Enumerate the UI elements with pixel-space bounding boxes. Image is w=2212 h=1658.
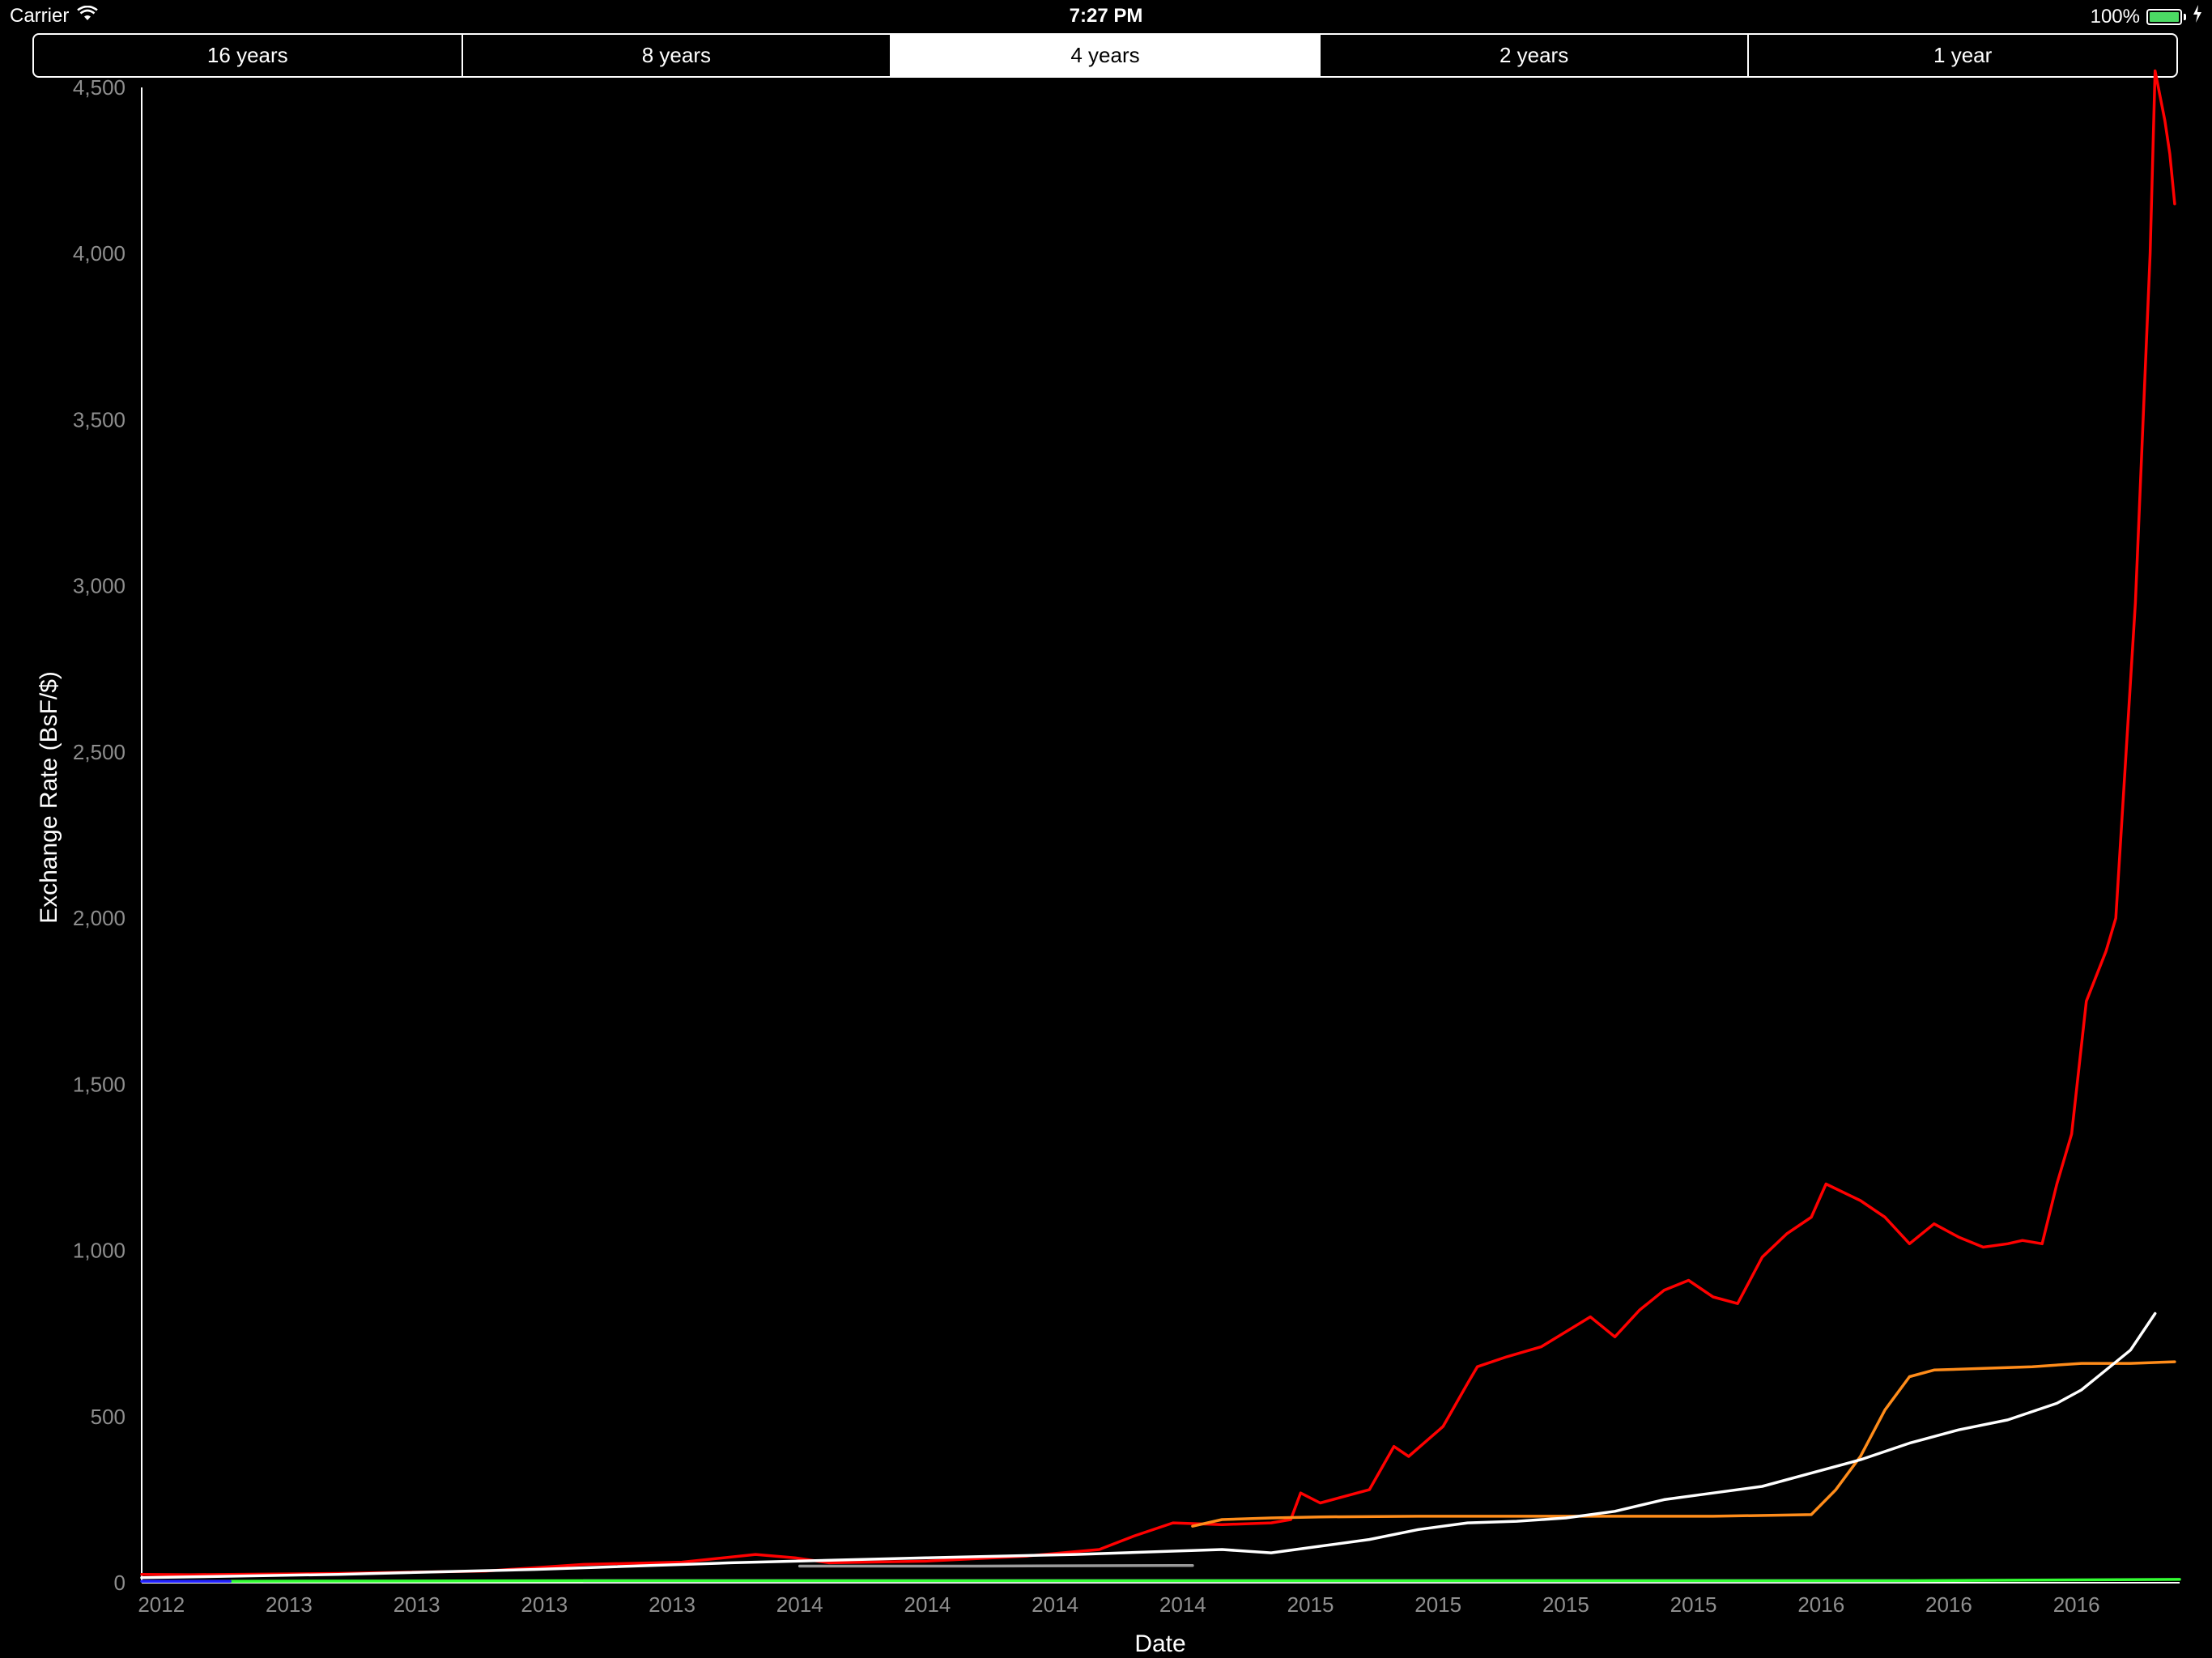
battery-tip: [2184, 13, 2186, 20]
x-tick-label: 2014: [1159, 1592, 1206, 1617]
x-tick-label: 2015: [1287, 1592, 1334, 1617]
battery-icon: [2146, 8, 2182, 25]
series-line-3: [798, 1563, 1194, 1568]
tab-4-years[interactable]: 4 years: [891, 35, 1321, 76]
series-line-1: [1191, 1360, 2176, 1528]
x-tick-label: 2013: [393, 1592, 440, 1617]
y-tick-label: 4,500: [73, 75, 125, 100]
x-axis-label: Date: [1134, 1630, 1185, 1657]
wifi-icon: [77, 5, 99, 28]
y-tick-label: 3,000: [73, 574, 125, 598]
series-line-0: [140, 69, 2176, 1576]
y-tick-label: 500: [91, 1405, 125, 1429]
battery-fill: [2150, 11, 2179, 22]
status-left: Carrier: [10, 5, 99, 28]
y-tick-label: 0: [114, 1571, 125, 1595]
status-time: 7:27 PM: [1069, 5, 1143, 27]
x-tick-label: 2014: [776, 1592, 823, 1617]
tab-label: 2 years: [1499, 43, 1569, 67]
y-axis-label: Exchange Rate (BsF/$): [36, 671, 62, 924]
series-line-5: [228, 1578, 2181, 1583]
tab-16-years[interactable]: 16 years: [34, 35, 463, 76]
x-tick-label: 2015: [1670, 1592, 1717, 1617]
x-tick-label: 2015: [1542, 1592, 1589, 1617]
x-tick-label: 2013: [649, 1592, 696, 1617]
x-tick-label: 2014: [904, 1592, 951, 1617]
carrier-label: Carrier: [10, 5, 70, 27]
y-axis: 0 500 1,000 1,500 2,000 2,500 3,000 3,500 4,000 4…: [73, 75, 143, 1595]
x-tick-label: 2012: [138, 1592, 185, 1617]
y-tick-label: 3,500: [73, 407, 125, 432]
charging-bolt-icon: [2193, 5, 2202, 28]
x-tick-label: 2016: [1797, 1592, 1844, 1617]
tab-label: 1 year: [1933, 43, 1993, 67]
x-tick-label: 2013: [521, 1592, 568, 1617]
y-tick-label: 1,500: [73, 1072, 125, 1096]
status-bar: Carrier 7:27 PM 100%: [0, 0, 2212, 32]
y-tick-label: 2,500: [73, 740, 125, 764]
battery-percent: 100%: [2090, 5, 2140, 28]
series-line-2: [140, 1312, 2157, 1579]
y-tick-label: 2,000: [73, 906, 125, 930]
tab-label: 4 years: [1070, 43, 1140, 67]
x-tick-label: 2013: [266, 1592, 313, 1617]
y-tick-label: 4,000: [73, 241, 125, 266]
y-tick-label: 1,000: [73, 1239, 125, 1263]
tab-1-year[interactable]: 1 year: [1749, 35, 2176, 76]
tab-label: 16 years: [206, 43, 288, 67]
tab-2-years[interactable]: 2 years: [1321, 35, 1750, 76]
tab-label: 8 years: [641, 43, 712, 67]
status-right: 100%: [2091, 5, 2202, 28]
x-axis: 2012 2013 2013 2013 2013 2014 2014 2014 2014 2015…: [138, 1582, 2180, 1617]
x-tick-label: 2016: [2053, 1592, 2100, 1617]
x-tick-label: 2015: [1414, 1592, 1461, 1617]
x-tick-label: 2014: [1032, 1592, 1078, 1617]
tab-8-years[interactable]: 8 years: [463, 35, 892, 76]
range-segmented-control: 16 years 8 years 4 years 2 years 1 year: [32, 33, 2178, 78]
series-layer: [140, 69, 2181, 1583]
x-tick-label: 2016: [1925, 1592, 1972, 1617]
